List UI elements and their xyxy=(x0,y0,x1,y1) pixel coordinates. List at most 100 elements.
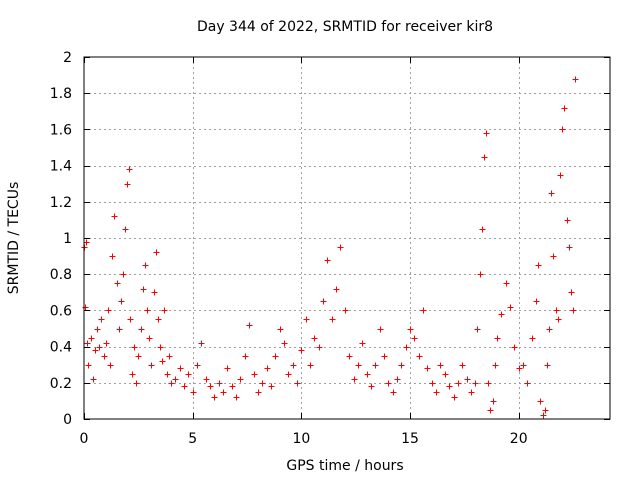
x-tick-label: 20 xyxy=(510,431,528,447)
data-point xyxy=(533,298,540,305)
data-point xyxy=(190,389,197,396)
x-axis-label: GPS time / hours xyxy=(286,458,403,474)
data-point xyxy=(135,353,142,360)
data-point xyxy=(153,249,160,256)
data-point xyxy=(185,371,192,378)
x-tick-label: 10 xyxy=(292,431,310,447)
data-point xyxy=(242,353,249,360)
data-point xyxy=(524,380,531,387)
data-point xyxy=(124,181,131,188)
data-point xyxy=(203,376,210,383)
data-point xyxy=(172,376,179,383)
data-point xyxy=(355,362,362,369)
data-point xyxy=(129,371,136,378)
data-point xyxy=(92,347,99,354)
data-point xyxy=(329,316,336,323)
data-point xyxy=(229,383,236,390)
data-point xyxy=(377,326,384,333)
data-point xyxy=(520,362,527,369)
grid xyxy=(84,57,610,419)
data-point xyxy=(111,213,118,220)
data-point xyxy=(477,271,484,278)
data-point xyxy=(216,380,223,387)
data-point xyxy=(516,365,523,372)
data-point xyxy=(164,371,171,378)
data-point xyxy=(474,326,481,333)
data-point xyxy=(177,365,184,372)
data-point xyxy=(407,326,414,333)
data-point xyxy=(220,389,227,396)
data-point xyxy=(479,226,486,233)
data-point xyxy=(540,412,547,419)
data-point xyxy=(298,347,305,354)
data-point xyxy=(259,380,266,387)
data-point xyxy=(468,389,475,396)
data-point xyxy=(148,362,155,369)
data-point xyxy=(483,130,490,137)
data-point xyxy=(555,316,562,323)
data-point xyxy=(420,307,427,314)
data-point xyxy=(114,280,121,287)
data-point xyxy=(101,353,108,360)
data-point xyxy=(107,362,114,369)
data-point xyxy=(211,394,218,401)
data-point xyxy=(557,172,564,179)
data-point xyxy=(268,383,275,390)
data-point xyxy=(559,126,566,133)
data-point xyxy=(140,286,147,293)
data-point xyxy=(90,376,97,383)
y-tick-label: 0 xyxy=(63,412,72,428)
data-point xyxy=(98,316,105,323)
data-point xyxy=(198,340,205,347)
data-point xyxy=(337,244,344,251)
data-point xyxy=(142,262,149,269)
data-point xyxy=(207,383,214,390)
data-point xyxy=(529,335,536,342)
data-point xyxy=(133,380,140,387)
data-point xyxy=(561,105,568,112)
data-point xyxy=(118,298,125,305)
data-point xyxy=(84,340,91,347)
data-point xyxy=(333,286,340,293)
data-point xyxy=(264,365,271,372)
data-point xyxy=(290,362,297,369)
data-point xyxy=(159,358,166,365)
data-point xyxy=(157,344,164,351)
y-tick-label: 1.4 xyxy=(50,159,72,175)
x-tick-label: 15 xyxy=(401,431,419,447)
data-point xyxy=(442,371,449,378)
y-tick-label: 0.4 xyxy=(50,340,72,356)
y-tick-labels: 0 0.2 0.4 0.6 0.8 1 1.2 1.4 1.6 1.8 2 xyxy=(50,50,72,428)
data-point xyxy=(94,326,101,333)
data-point xyxy=(233,394,240,401)
y-tick-label: 1.2 xyxy=(50,195,72,211)
data-point xyxy=(548,190,555,197)
data-point xyxy=(403,344,410,351)
data-point xyxy=(472,380,479,387)
data-point xyxy=(566,244,573,251)
data-point xyxy=(372,362,379,369)
data-point xyxy=(492,362,499,369)
data-point xyxy=(144,307,151,314)
data-point xyxy=(503,280,510,287)
data-point xyxy=(126,166,133,173)
data-point xyxy=(127,316,134,323)
data-point xyxy=(146,335,153,342)
data-point xyxy=(120,271,127,278)
y-tick-label: 1 xyxy=(63,231,72,247)
data-point xyxy=(464,376,471,383)
data-point xyxy=(446,383,453,390)
data-point xyxy=(272,353,279,360)
data-point xyxy=(455,380,462,387)
data-point xyxy=(546,326,553,333)
data-point xyxy=(285,371,292,378)
plot-frame xyxy=(83,56,611,420)
data-point xyxy=(277,326,284,333)
data-point xyxy=(359,340,366,347)
data-point xyxy=(224,365,231,372)
data-point xyxy=(342,307,349,314)
data-point xyxy=(550,253,557,260)
data-point xyxy=(103,340,110,347)
data-point xyxy=(411,335,418,342)
